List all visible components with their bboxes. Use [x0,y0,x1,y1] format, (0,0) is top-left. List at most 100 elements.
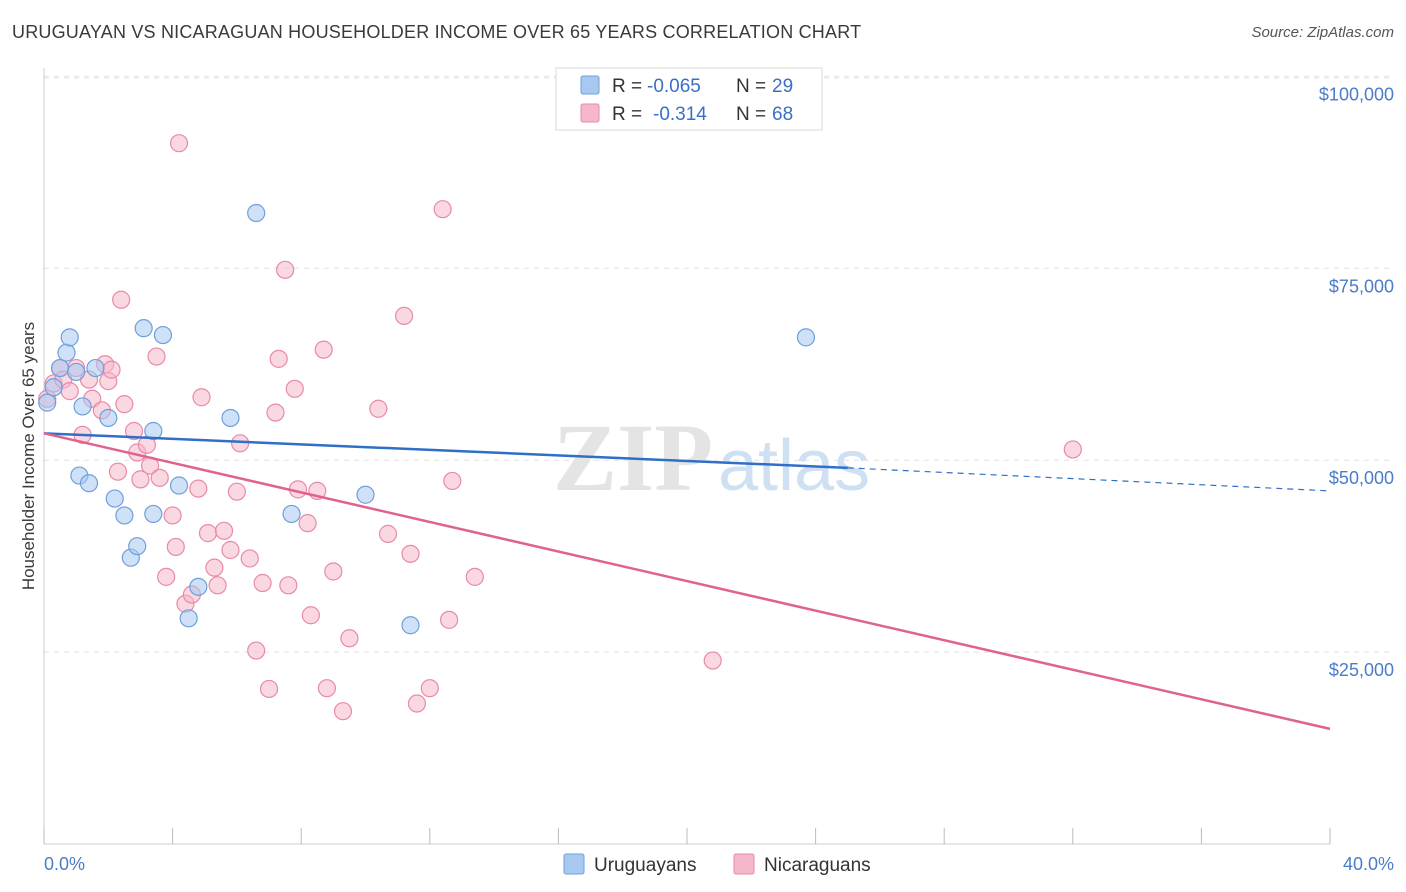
legend-swatch-nicaraguans [580,103,600,123]
uruguayans-points [38,203,816,635]
data-point [378,524,398,543]
data-point [198,524,218,543]
data-point [44,378,63,397]
data-point [189,479,208,498]
data-point [259,679,279,699]
legend-n-label-1: N = [736,76,766,97]
data-point [214,521,234,540]
data-point [147,347,166,366]
data-point [128,537,147,556]
data-point [124,421,144,441]
uruguayans-trend-extension [847,467,1331,492]
y-tick-label: $100,000 [1319,84,1394,104]
data-point [166,537,185,557]
data-point [189,577,208,596]
source-label: Source: ZipAtlas.com [1251,24,1394,41]
stats-legend: R = -0.065 N = 29 R = -0.314 N = 68 [555,67,823,131]
data-point [150,468,169,487]
legend-n-value-1: 29 [772,76,793,97]
data-point [465,567,484,586]
data-point [179,609,198,628]
data-point [153,325,173,345]
legend-n-value-2: 68 [772,104,793,125]
y-tick-label: $25,000 [1329,660,1394,680]
data-point [115,395,134,414]
data-point [285,379,304,398]
data-point [401,616,420,635]
data-point [439,610,459,629]
data-point [227,482,246,501]
data-point [253,573,272,593]
y-axis-tick-labels: $25,000 $50,000 $75,000 $100,000 [1319,84,1394,680]
legend-r-label-2: R = [612,104,642,125]
data-point [144,504,163,524]
data-point [276,260,295,279]
uruguayans-trend-line [43,432,848,470]
data-point [157,567,176,586]
data-point [420,679,439,698]
data-point [115,506,134,525]
legend-r-value-2: -0.314 [653,104,707,125]
data-point [112,290,131,309]
y-tick-label: $75,000 [1329,276,1394,296]
data-point [394,306,414,325]
data-point [314,340,333,359]
data-point [231,434,250,453]
data-point [102,360,121,379]
bottom-legend-swatch-uruguayans [563,853,585,875]
data-point [73,397,92,416]
data-point [99,408,118,428]
data-point [144,421,163,441]
data-point [433,200,452,219]
x-tick-label-min: 0.0% [44,854,85,874]
data-point [298,514,317,533]
data-point [105,489,124,508]
data-point [1063,440,1082,459]
data-point [356,485,375,504]
data-point [134,319,153,338]
y-axis-label: Householder Income Over 65 years [19,322,38,590]
data-point [86,358,105,378]
data-point [192,388,211,407]
data-point [317,679,337,698]
data-point [301,606,320,625]
data-point [282,504,301,524]
data-point [60,382,79,401]
data-point [60,328,79,347]
data-point [79,474,99,493]
y-tick-label: $50,000 [1329,468,1394,488]
data-point [57,343,76,362]
data-point [269,349,288,368]
data-point [38,393,57,412]
series-legend: Uruguayans Nicaraguans [563,853,871,876]
data-point [240,549,259,568]
data-point [169,134,189,153]
trend-lines [43,432,1331,731]
data-point [369,399,388,418]
legend-r-value-1: -0.065 [647,76,701,97]
data-point [67,362,86,382]
chart-title: URUGUAYAN VS NICARAGUAN HOUSEHOLDER INCO… [12,22,862,42]
bottom-legend-swatch-nicaraguans [733,853,755,875]
data-point [407,694,427,713]
data-point [443,471,462,491]
data-point [703,651,722,670]
data-point [221,540,240,560]
data-point [247,641,266,660]
nicaraguans-points [38,134,1082,721]
legend-r-label-1: R = [612,76,642,97]
legend-swatch-uruguayans [580,75,600,95]
data-point [401,544,420,563]
data-point [169,476,189,495]
x-axis-ticks [43,828,1331,844]
data-point [340,629,359,648]
data-point [333,702,353,721]
data-point [108,462,128,481]
data-point [247,203,266,223]
data-point [796,328,816,347]
legend-n-label-2: N = [736,104,766,125]
data-point [221,408,240,428]
data-point [131,470,150,489]
data-point [50,358,70,378]
